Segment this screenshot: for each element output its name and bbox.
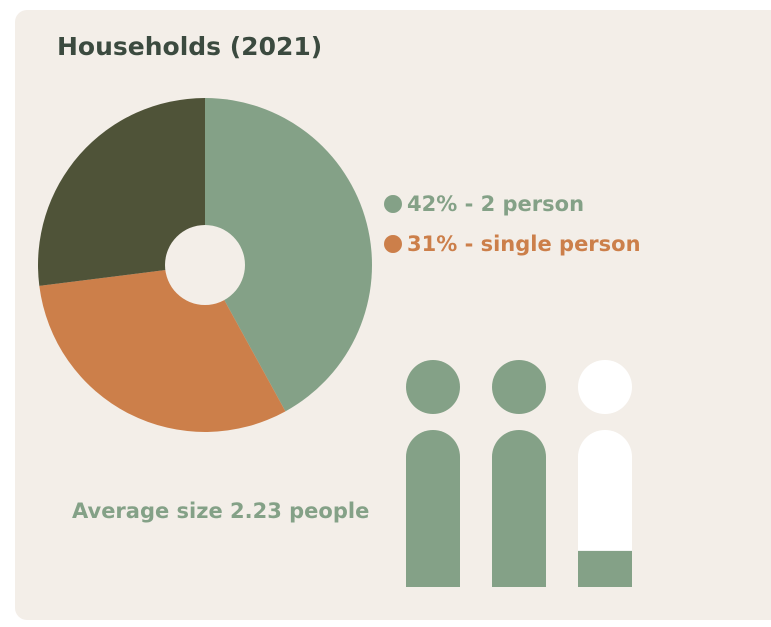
- person-body: [578, 430, 632, 587]
- person-fill: [578, 550, 632, 587]
- annotation: Average size 2.23 people: [72, 499, 369, 523]
- person-body: [406, 430, 460, 587]
- person-head: [492, 360, 546, 414]
- pie-slice: [37, 98, 205, 286]
- person-head: [406, 360, 460, 414]
- chart-title: Households (2021): [57, 32, 322, 61]
- legend-dot: [384, 235, 402, 253]
- donut-hole: [165, 225, 245, 305]
- legend-dot: [384, 195, 402, 213]
- legend-label: 31% - single person: [407, 232, 641, 256]
- person-head: [578, 360, 632, 414]
- pie-slice: [39, 265, 286, 433]
- person-body: [492, 430, 546, 587]
- legend-label: 42% - 2 person: [407, 192, 584, 216]
- pie-slice: [205, 98, 373, 412]
